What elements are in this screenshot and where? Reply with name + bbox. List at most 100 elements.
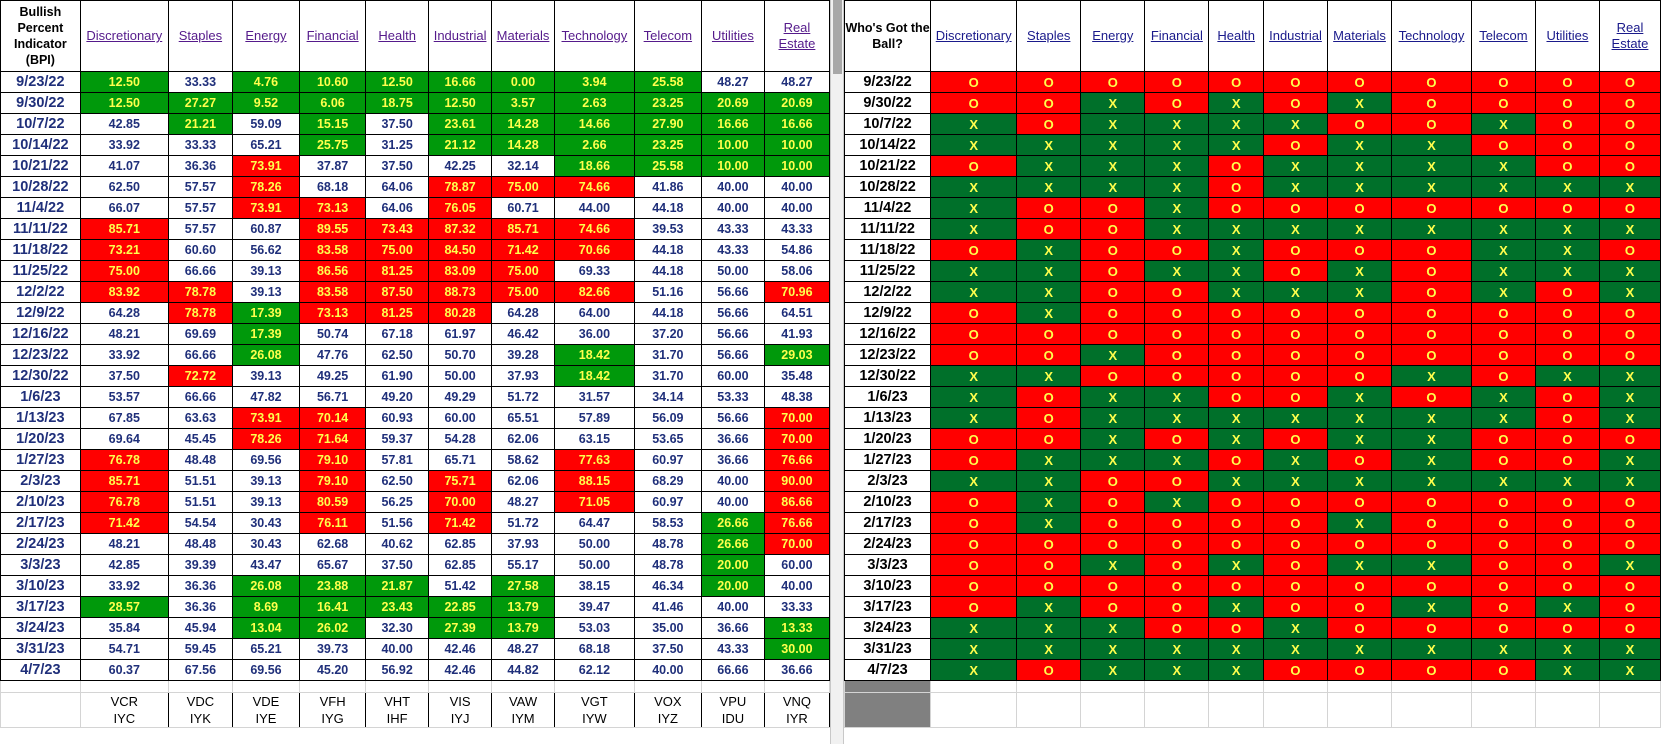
bpi-cell[interactable]: 2.66 bbox=[554, 134, 635, 156]
bpi-cell[interactable]: 66.66 bbox=[700, 659, 765, 681]
signal-cell[interactable]: X bbox=[1534, 596, 1600, 618]
signal-cell[interactable]: X bbox=[1016, 491, 1082, 513]
signal-cell[interactable]: O bbox=[1391, 260, 1472, 282]
signal-cell[interactable]: O bbox=[1016, 407, 1082, 429]
signal-cell[interactable]: X bbox=[1470, 470, 1536, 492]
bpi-cell[interactable]: 51.16 bbox=[633, 281, 702, 303]
signal-cell[interactable]: O bbox=[1327, 491, 1393, 513]
bpi-cell[interactable]: 27.39 bbox=[428, 617, 493, 639]
bpi-cell[interactable]: 54.28 bbox=[428, 428, 493, 450]
ball-sector-header-technology[interactable]: Technology bbox=[1391, 0, 1472, 72]
signal-cell[interactable]: O bbox=[1598, 617, 1661, 639]
bpi-cell[interactable]: 60.93 bbox=[365, 407, 430, 429]
signal-cell[interactable]: X bbox=[1391, 365, 1472, 387]
signal-cell[interactable]: X bbox=[1262, 155, 1329, 177]
signal-cell[interactable]: X bbox=[1016, 239, 1082, 261]
bpi-cell[interactable]: 68.18 bbox=[554, 638, 635, 660]
bpi-cell[interactable]: 21.12 bbox=[428, 134, 493, 156]
signal-cell[interactable]: O bbox=[930, 92, 1018, 114]
bpi-cell[interactable]: 78.78 bbox=[167, 302, 233, 324]
signal-cell[interactable]: O bbox=[1016, 575, 1082, 597]
signal-cell[interactable]: O bbox=[1534, 407, 1600, 429]
bpi-cell[interactable]: 60.00 bbox=[428, 407, 493, 429]
signal-cell[interactable]: X bbox=[1598, 281, 1661, 303]
signal-cell[interactable]: X bbox=[930, 260, 1018, 282]
signal-cell[interactable]: X bbox=[930, 617, 1018, 639]
bpi-cell[interactable]: 70.00 bbox=[763, 428, 831, 450]
signal-cell[interactable]: X bbox=[1080, 113, 1146, 135]
signal-cell[interactable]: O bbox=[1262, 302, 1329, 324]
bpi-cell[interactable]: 23.61 bbox=[428, 113, 493, 135]
bpi-cell[interactable]: 58.06 bbox=[763, 260, 831, 282]
signal-cell[interactable]: X bbox=[1327, 281, 1393, 303]
bpi-cell[interactable]: 48.48 bbox=[167, 533, 233, 555]
signal-cell[interactable]: X bbox=[1391, 449, 1472, 471]
signal-cell[interactable]: O bbox=[1144, 617, 1210, 639]
bpi-cell[interactable]: 58.62 bbox=[491, 449, 556, 471]
bpi-cell[interactable]: 80.28 bbox=[428, 302, 493, 324]
bpi-cell[interactable]: 17.39 bbox=[231, 302, 301, 324]
bpi-cell[interactable]: 13.04 bbox=[231, 617, 301, 639]
signal-cell[interactable]: O bbox=[1144, 428, 1210, 450]
signal-cell[interactable]: O bbox=[1598, 596, 1661, 618]
bpi-cell[interactable]: 41.86 bbox=[633, 176, 702, 198]
signal-cell[interactable]: O bbox=[1144, 470, 1210, 492]
signal-cell[interactable]: X bbox=[1144, 386, 1210, 408]
signal-cell[interactable]: O bbox=[1470, 449, 1536, 471]
bpi-cell[interactable]: 87.32 bbox=[428, 218, 493, 240]
signal-cell[interactable]: O bbox=[930, 155, 1018, 177]
bpi-cell[interactable]: 43.33 bbox=[763, 218, 831, 240]
signal-cell[interactable]: O bbox=[1262, 260, 1329, 282]
bpi-cell[interactable]: 10.00 bbox=[700, 134, 765, 156]
bpi-cell[interactable]: 37.50 bbox=[365, 113, 430, 135]
signal-cell[interactable]: X bbox=[1208, 218, 1264, 240]
bpi-cell[interactable]: 46.34 bbox=[633, 575, 702, 597]
bpi-cell[interactable]: 20.00 bbox=[700, 554, 765, 576]
bpi-cell[interactable]: 48.27 bbox=[700, 71, 765, 93]
bpi-cell[interactable]: 44.18 bbox=[633, 239, 702, 261]
bpi-cell[interactable]: 57.57 bbox=[167, 197, 233, 219]
bpi-cell[interactable]: 22.85 bbox=[428, 596, 493, 618]
bpi-cell[interactable]: 76.11 bbox=[299, 512, 367, 534]
bpi-cell[interactable]: 36.36 bbox=[167, 575, 233, 597]
signal-cell[interactable]: O bbox=[1327, 344, 1393, 366]
signal-cell[interactable]: X bbox=[930, 134, 1018, 156]
signal-cell[interactable]: X bbox=[1208, 659, 1264, 681]
bpi-cell[interactable]: 48.21 bbox=[79, 323, 169, 345]
signal-cell[interactable]: O bbox=[1470, 71, 1536, 93]
signal-cell[interactable]: X bbox=[1391, 218, 1472, 240]
signal-cell[interactable]: X bbox=[1208, 407, 1264, 429]
signal-cell[interactable]: X bbox=[1144, 260, 1210, 282]
signal-cell[interactable]: O bbox=[1080, 239, 1146, 261]
bpi-cell[interactable]: 87.50 bbox=[365, 281, 430, 303]
bpi-cell[interactable]: 26.08 bbox=[231, 575, 301, 597]
bpi-cell[interactable]: 44.18 bbox=[633, 260, 702, 282]
bpi-cell[interactable]: 71.42 bbox=[428, 512, 493, 534]
bpi-cell[interactable]: 70.14 bbox=[299, 407, 367, 429]
bpi-cell[interactable]: 36.66 bbox=[700, 449, 765, 471]
signal-cell[interactable]: O bbox=[1144, 344, 1210, 366]
signal-cell[interactable]: X bbox=[1208, 92, 1264, 114]
signal-cell[interactable]: O bbox=[1208, 512, 1264, 534]
bpi-cell[interactable]: 44.18 bbox=[633, 302, 702, 324]
signal-cell[interactable]: O bbox=[930, 533, 1018, 555]
bpi-cell[interactable]: 39.53 bbox=[633, 218, 702, 240]
signal-cell[interactable]: X bbox=[1080, 428, 1146, 450]
signal-cell[interactable]: X bbox=[1080, 659, 1146, 681]
bpi-cell[interactable]: 39.13 bbox=[231, 260, 301, 282]
signal-cell[interactable]: X bbox=[1016, 617, 1082, 639]
bpi-cell[interactable]: 58.53 bbox=[633, 512, 702, 534]
bpi-cell[interactable]: 78.87 bbox=[428, 176, 493, 198]
bpi-cell[interactable]: 83.58 bbox=[299, 239, 367, 261]
signal-cell[interactable]: O bbox=[1598, 533, 1661, 555]
bpi-cell[interactable]: 75.00 bbox=[491, 281, 556, 303]
bpi-cell[interactable]: 83.58 bbox=[299, 281, 367, 303]
bpi-cell[interactable]: 63.63 bbox=[167, 407, 233, 429]
bpi-cell[interactable]: 64.06 bbox=[365, 176, 430, 198]
signal-cell[interactable]: X bbox=[930, 470, 1018, 492]
signal-cell[interactable]: X bbox=[1016, 302, 1082, 324]
bpi-cell[interactable]: 32.30 bbox=[365, 617, 430, 639]
signal-cell[interactable]: O bbox=[1144, 554, 1210, 576]
bpi-cell[interactable]: 41.07 bbox=[79, 155, 169, 177]
bpi-cell[interactable]: 40.62 bbox=[365, 533, 430, 555]
